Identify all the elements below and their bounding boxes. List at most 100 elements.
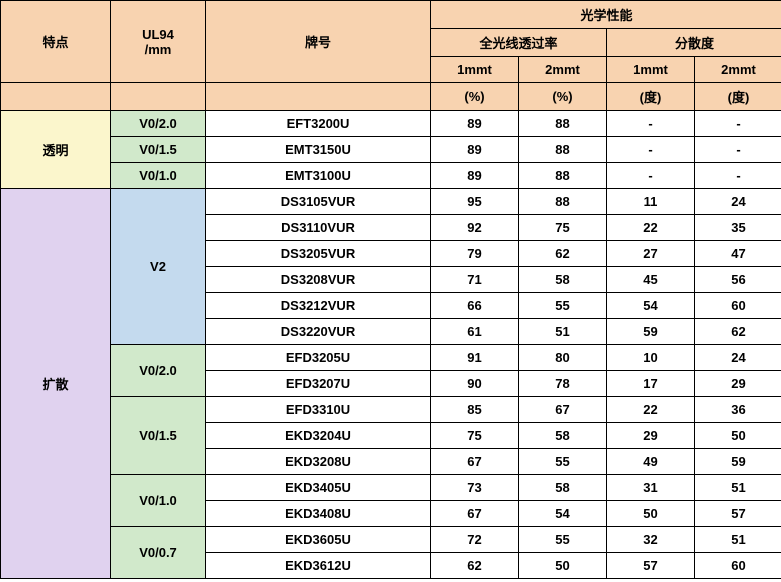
- table-row: V0/1.0EKD3405U73583151: [1, 475, 781, 501]
- trans-1mmt-cell: 90: [431, 371, 519, 397]
- trans-2mmt-cell: 78: [519, 371, 607, 397]
- disp-2mmt-cell: 57: [695, 501, 781, 527]
- table-row: V0/0.7EKD3605U72553251: [1, 527, 781, 553]
- grade-cell: EKD3612U: [206, 553, 431, 579]
- category-cell: 透明: [1, 111, 111, 189]
- hdr-feature: 特点: [1, 1, 111, 83]
- trans-2mmt-cell: 58: [519, 475, 607, 501]
- table-row: 扩散V2DS3105VUR95881124: [1, 189, 781, 215]
- trans-1mmt-cell: 79: [431, 241, 519, 267]
- hdr-spacer-2: [111, 83, 206, 111]
- disp-2mmt-cell: -: [695, 111, 781, 137]
- hdr-unit-d2: (度): [695, 83, 781, 111]
- hdr-transmittance: 全光线透过率: [431, 29, 607, 57]
- hdr-ul94: UL94 /mm: [111, 1, 206, 83]
- disp-2mmt-cell: 35: [695, 215, 781, 241]
- disp-2mmt-cell: 29: [695, 371, 781, 397]
- grade-cell: DS3105VUR: [206, 189, 431, 215]
- hdr-unit-d1: (度): [607, 83, 695, 111]
- disp-1mmt-cell: 17: [607, 371, 695, 397]
- disp-1mmt-cell: -: [607, 163, 695, 189]
- trans-1mmt-cell: 89: [431, 137, 519, 163]
- disp-1mmt-cell: 32: [607, 527, 695, 553]
- table-body: 透明V0/2.0EFT3200U8988--V0/1.5EMT3150U8988…: [1, 111, 781, 579]
- grade-cell: EFT3200U: [206, 111, 431, 137]
- trans-1mmt-cell: 95: [431, 189, 519, 215]
- ul94-cell: V0/1.0: [111, 163, 206, 189]
- grade-cell: EFD3205U: [206, 345, 431, 371]
- table-row: V0/1.5EMT3150U8988--: [1, 137, 781, 163]
- trans-1mmt-cell: 61: [431, 319, 519, 345]
- trans-1mmt-cell: 66: [431, 293, 519, 319]
- disp-1mmt-cell: 45: [607, 267, 695, 293]
- hdr-spacer-1: [1, 83, 111, 111]
- trans-2mmt-cell: 55: [519, 293, 607, 319]
- trans-2mmt-cell: 75: [519, 215, 607, 241]
- hdr-d-2mmt: 2mmt: [695, 57, 781, 83]
- disp-1mmt-cell: 54: [607, 293, 695, 319]
- grade-cell: EMT3100U: [206, 163, 431, 189]
- disp-2mmt-cell: 60: [695, 553, 781, 579]
- hdr-d-1mmt: 1mmt: [607, 57, 695, 83]
- grade-cell: EKD3605U: [206, 527, 431, 553]
- disp-2mmt-cell: -: [695, 137, 781, 163]
- ul94-cell: V0/1.0: [111, 475, 206, 527]
- grade-cell: EKD3405U: [206, 475, 431, 501]
- trans-1mmt-cell: 71: [431, 267, 519, 293]
- disp-2mmt-cell: 24: [695, 345, 781, 371]
- grade-cell: DS3205VUR: [206, 241, 431, 267]
- disp-1mmt-cell: 59: [607, 319, 695, 345]
- disp-2mmt-cell: 59: [695, 449, 781, 475]
- trans-2mmt-cell: 51: [519, 319, 607, 345]
- disp-2mmt-cell: 56: [695, 267, 781, 293]
- ul94-cell: V0/0.7: [111, 527, 206, 579]
- disp-2mmt-cell: 50: [695, 423, 781, 449]
- hdr-t-2mmt: 2mmt: [519, 57, 607, 83]
- disp-2mmt-cell: 62: [695, 319, 781, 345]
- trans-2mmt-cell: 54: [519, 501, 607, 527]
- grade-cell: EFD3207U: [206, 371, 431, 397]
- disp-1mmt-cell: -: [607, 111, 695, 137]
- trans-1mmt-cell: 73: [431, 475, 519, 501]
- ul94-cell: V0/1.5: [111, 137, 206, 163]
- disp-2mmt-cell: 51: [695, 527, 781, 553]
- trans-1mmt-cell: 85: [431, 397, 519, 423]
- trans-2mmt-cell: 55: [519, 449, 607, 475]
- hdr-optical: 光学性能: [431, 1, 781, 29]
- disp-1mmt-cell: 49: [607, 449, 695, 475]
- trans-2mmt-cell: 67: [519, 397, 607, 423]
- disp-1mmt-cell: 10: [607, 345, 695, 371]
- trans-2mmt-cell: 58: [519, 267, 607, 293]
- trans-2mmt-cell: 88: [519, 163, 607, 189]
- grade-cell: DS3220VUR: [206, 319, 431, 345]
- trans-1mmt-cell: 72: [431, 527, 519, 553]
- trans-2mmt-cell: 80: [519, 345, 607, 371]
- disp-2mmt-cell: 51: [695, 475, 781, 501]
- trans-2mmt-cell: 88: [519, 137, 607, 163]
- trans-1mmt-cell: 89: [431, 111, 519, 137]
- hdr-unit-t2: (%): [519, 83, 607, 111]
- disp-1mmt-cell: 29: [607, 423, 695, 449]
- hdr-spacer-3: [206, 83, 431, 111]
- disp-2mmt-cell: 60: [695, 293, 781, 319]
- disp-2mmt-cell: 24: [695, 189, 781, 215]
- disp-1mmt-cell: 27: [607, 241, 695, 267]
- trans-1mmt-cell: 89: [431, 163, 519, 189]
- grade-cell: DS3212VUR: [206, 293, 431, 319]
- hdr-grade: 牌号: [206, 1, 431, 83]
- trans-2mmt-cell: 88: [519, 111, 607, 137]
- disp-1mmt-cell: 57: [607, 553, 695, 579]
- trans-1mmt-cell: 67: [431, 449, 519, 475]
- disp-1mmt-cell: -: [607, 137, 695, 163]
- table-row: V0/1.0EMT3100U8988--: [1, 163, 781, 189]
- grade-cell: EFD3310U: [206, 397, 431, 423]
- grade-cell: EKD3408U: [206, 501, 431, 527]
- hdr-unit-t1: (%): [431, 83, 519, 111]
- table-header: 特点 UL94 /mm 牌号 光学性能 全光线透过率 分散度 1mmt 2mmt…: [1, 1, 781, 111]
- grade-cell: DS3208VUR: [206, 267, 431, 293]
- trans-2mmt-cell: 88: [519, 189, 607, 215]
- grade-cell: EKD3208U: [206, 449, 431, 475]
- table-row: V0/2.0EFD3205U91801024: [1, 345, 781, 371]
- ul94-cell: V0/1.5: [111, 397, 206, 475]
- disp-1mmt-cell: 22: [607, 397, 695, 423]
